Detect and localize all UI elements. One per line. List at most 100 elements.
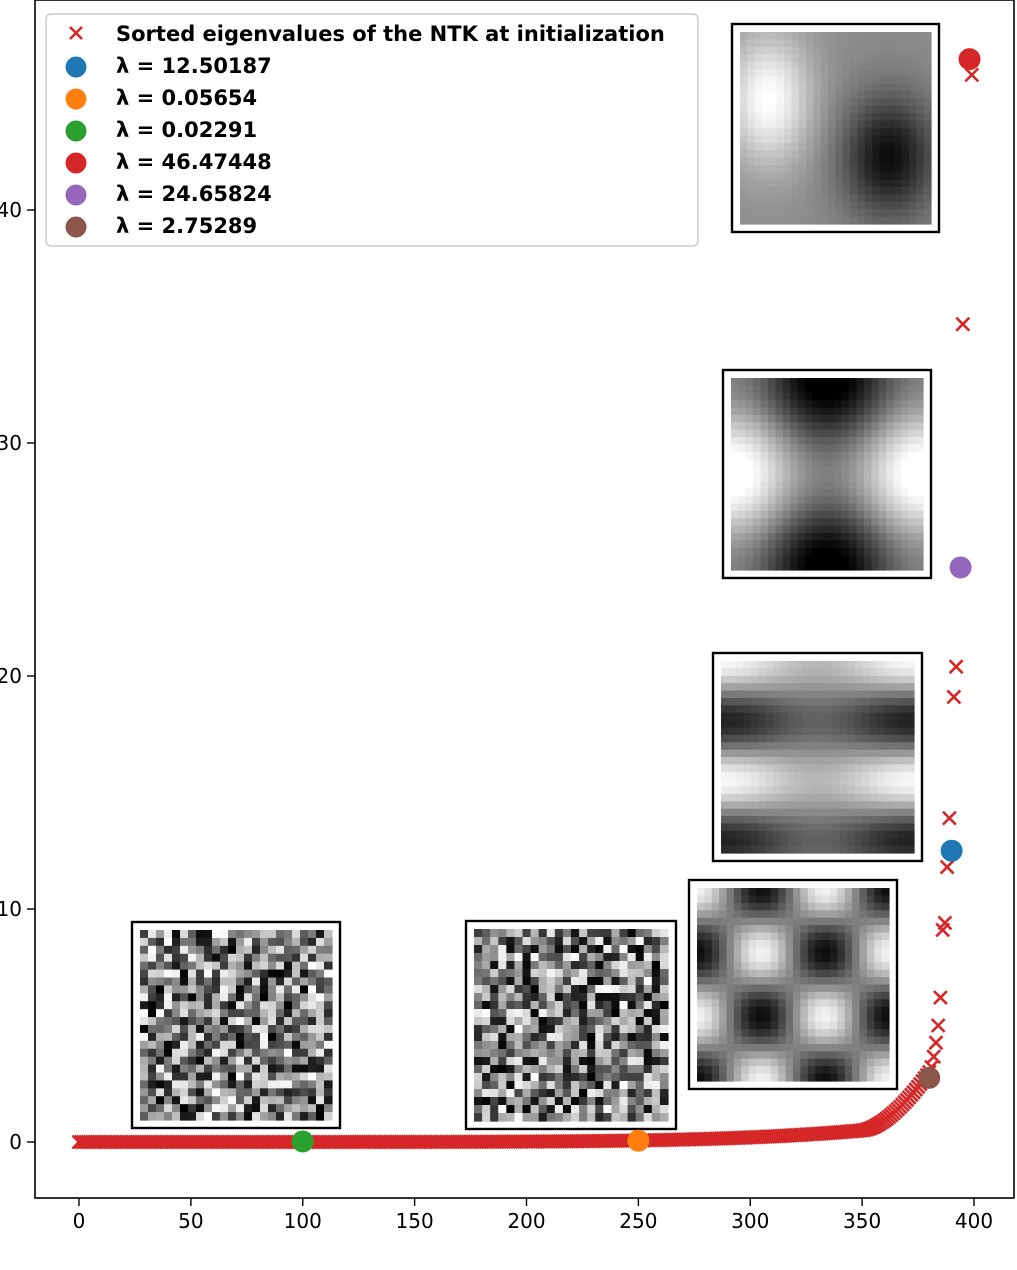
image-pixel [878,378,887,386]
image-pixel [562,945,572,954]
image-pixel [733,1036,742,1045]
image-pixel [824,749,833,758]
image-pixel [839,742,848,751]
image-pixel [762,157,770,166]
image-pixel [849,400,858,409]
image-pixel [908,400,917,409]
image-pixel [276,985,285,994]
image-pixel [802,705,811,714]
image-pixel [869,830,878,839]
image-pixel [916,201,925,210]
image-pixel [643,1049,653,1058]
image-pixel [188,993,197,1002]
image-pixel [753,444,762,453]
image-pixel [260,953,269,963]
image-pixel [772,779,781,788]
image-pixel [908,120,917,129]
image-pixel [829,902,838,911]
image-pixel [587,1009,596,1018]
image-pixel [236,953,245,963]
image-pixel [810,749,819,758]
image-pixel [204,977,213,987]
image-pixel [787,675,796,684]
image-pixel [172,1025,181,1034]
image-pixel [881,1066,890,1075]
image-pixel [824,668,833,677]
image-pixel [832,764,841,773]
image-pixel [619,1001,629,1010]
image-pixel [244,1104,253,1113]
image-pixel [571,1105,580,1114]
image-pixel [832,675,841,684]
image-pixel [635,993,645,1002]
image-pixel [871,466,880,475]
image-pixel [785,954,794,963]
image-pixel [643,985,653,994]
image-pixel [236,1032,245,1042]
image-pixel [791,39,800,48]
image-pixel [886,32,895,40]
image-pixel [731,378,739,386]
image-pixel [627,1073,637,1082]
image-pixel [785,910,794,919]
image-pixel [798,194,807,203]
image-pixel [697,1066,705,1075]
image-pixel [260,969,269,979]
image-pixel [841,400,850,409]
image-pixel [881,888,890,897]
image-pixel [785,895,794,904]
image-pixel [871,547,880,556]
image-pixel [878,525,887,534]
image-pixel [857,32,866,40]
image-pixel [587,1017,596,1026]
image-pixel [793,977,801,986]
image-pixel [651,1057,661,1066]
image-pixel [841,466,850,475]
image-pixel [894,150,903,159]
image-pixel [812,503,821,512]
image-pixel [579,1033,588,1042]
image-pixel [829,925,838,934]
image-pixel [854,801,863,810]
image-pixel [733,902,742,911]
image-pixel [886,378,895,386]
image-pixel [864,209,873,218]
plot-area [71,67,980,1150]
image-pixel [268,1040,277,1050]
image-pixel [747,91,756,100]
image-pixel [891,690,900,699]
image-pixel [627,1113,637,1122]
image-pixel [847,675,856,684]
image-pixel [778,895,787,904]
image-pixel [817,661,826,669]
image-pixel [800,1036,809,1045]
image-pixel [753,474,762,482]
image-pixel [180,1025,189,1034]
image-pixel [784,68,793,77]
image-pixel [770,1058,779,1067]
image-pixel [587,1081,596,1090]
image-pixel [506,1049,516,1058]
image-pixel [800,888,809,897]
image-pixel [856,533,865,542]
image-pixel [308,1040,317,1050]
image-pixel [841,555,850,564]
image-pixel [562,1089,572,1098]
image-pixel [780,697,789,706]
image-pixel [785,1014,794,1023]
image-pixel [785,932,794,941]
image-pixel [244,1056,253,1066]
image-pixel [750,793,759,802]
image-pixel [753,540,762,549]
image-pixel [482,1001,491,1010]
image-pixel [140,1001,149,1010]
image-pixel [915,540,924,549]
image-pixel [156,1072,165,1082]
image-pixel [643,961,653,970]
image-pixel [760,422,769,431]
image-pixel [793,1051,801,1060]
image-pixel [212,1032,221,1042]
image-pixel [748,984,757,993]
image-pixel [482,1033,491,1042]
image-pixel [603,969,613,978]
